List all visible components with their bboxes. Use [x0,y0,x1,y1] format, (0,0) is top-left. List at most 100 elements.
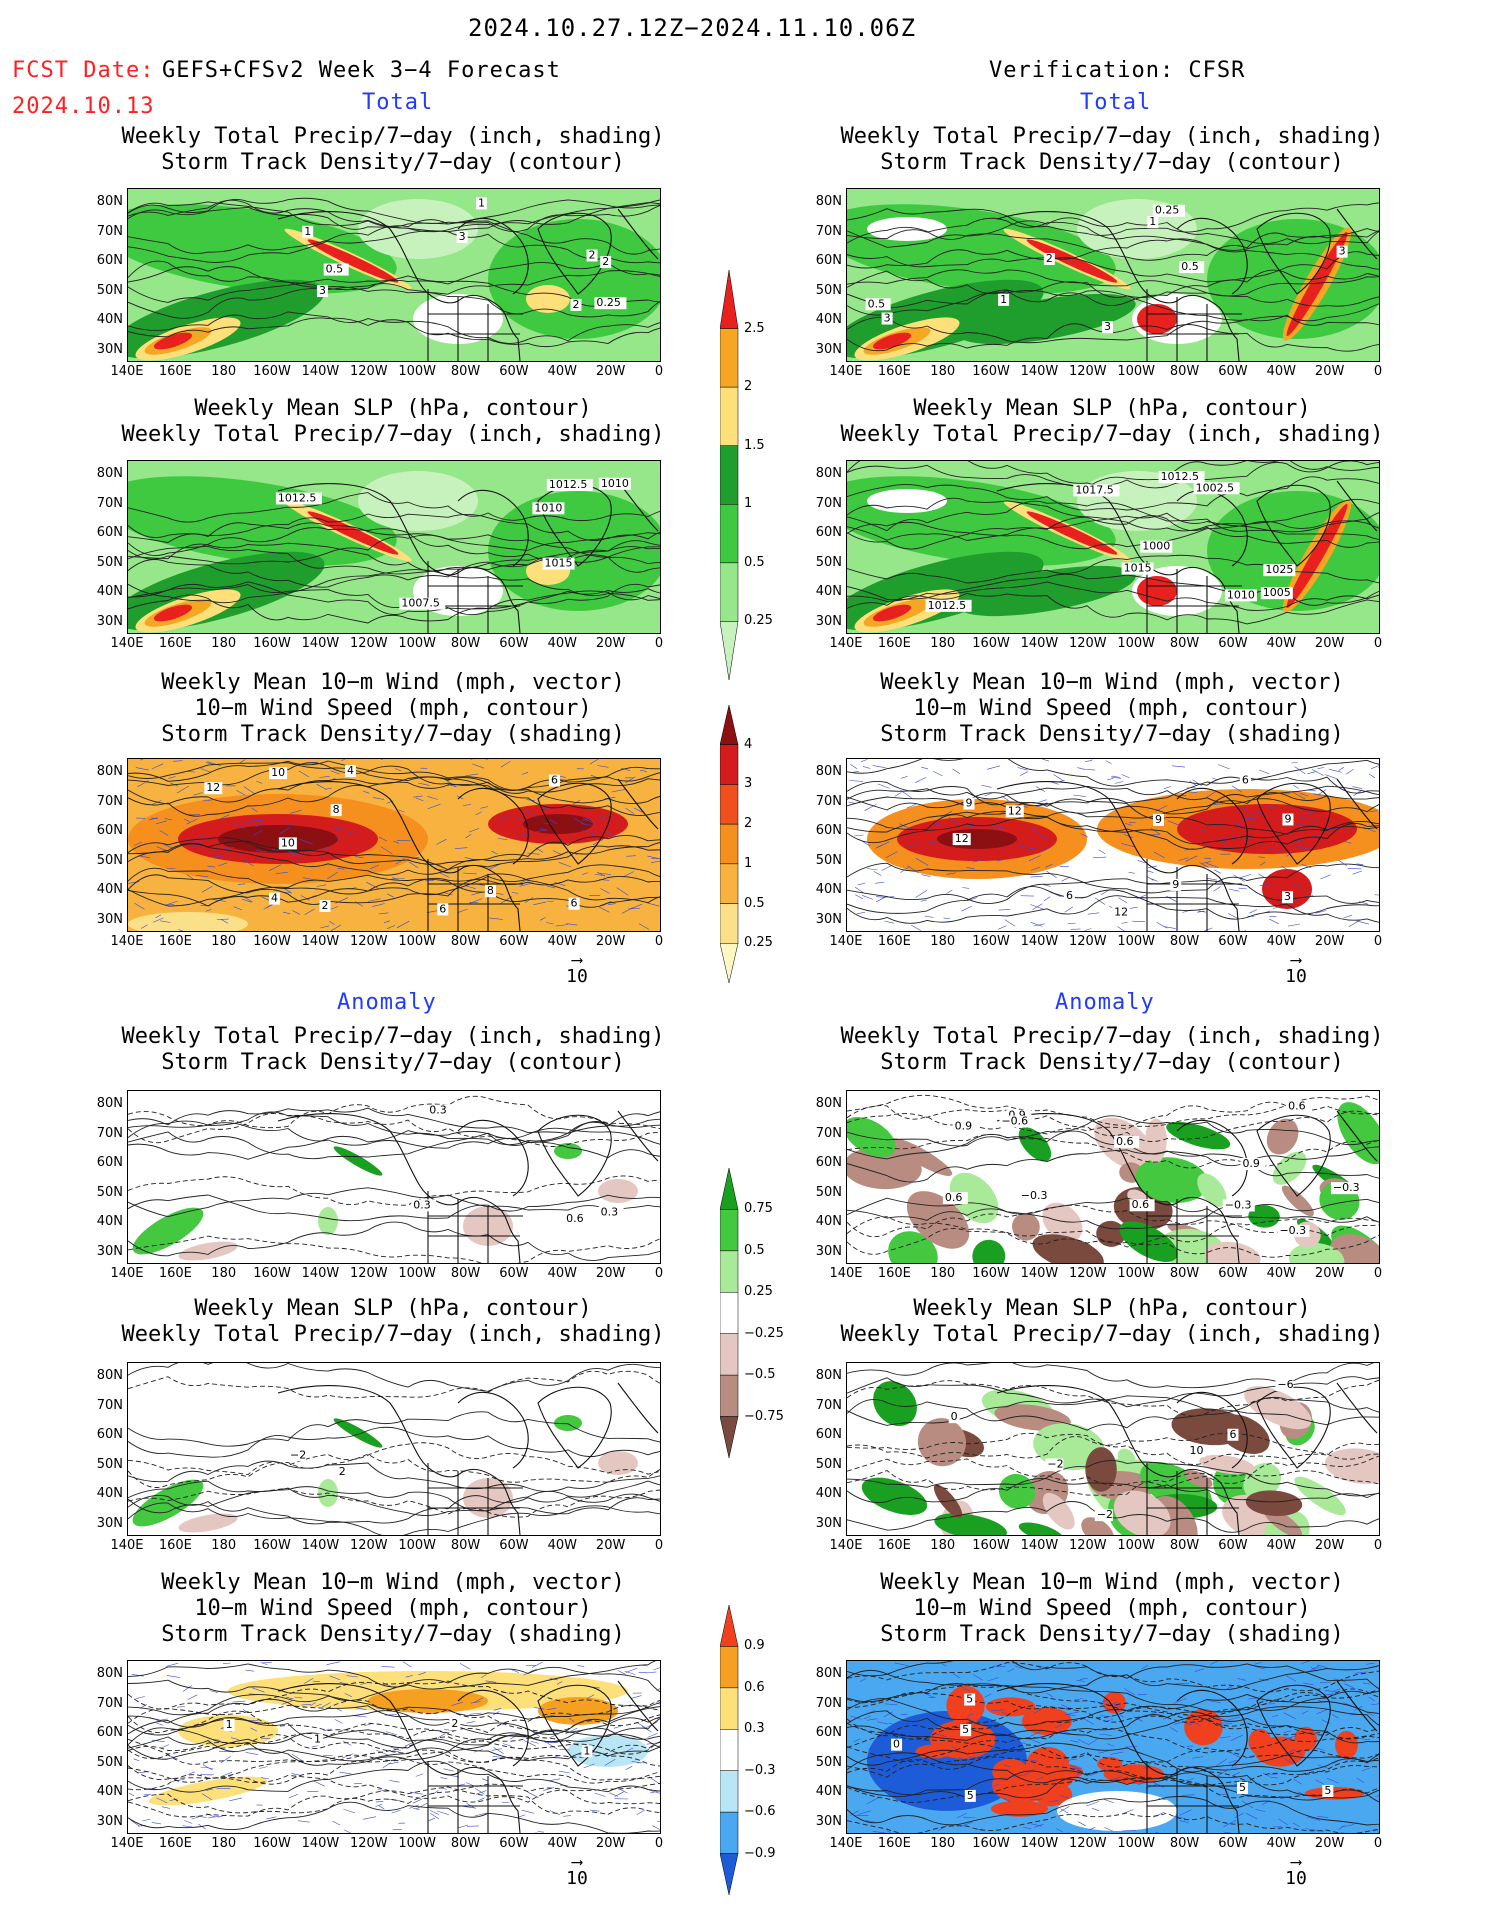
precip-area [1286,503,1348,609]
contour-label: 0.6 [566,1212,584,1225]
contour-line [847,862,1379,894]
wind-vector [167,900,178,905]
wind-vector [1150,1711,1158,1715]
wind-vector [574,818,586,825]
wind-vector [1241,806,1251,813]
contour-label-bg [960,1724,972,1737]
contour-line [847,1796,1379,1826]
wind-vector [537,1831,544,1833]
wind-vector [624,1670,636,1675]
lon-tick-label: 20W [1314,1836,1345,1851]
lat-tick-label: 80N [815,764,842,779]
wind-vector [1163,786,1171,790]
wind-vector [201,1793,212,1800]
lat-tick-label: 50N [96,1754,123,1770]
wind-vector [436,1810,449,1815]
lon-tick-label: 100W [1117,934,1155,949]
wind-vector [1226,1685,1233,1690]
wind-vector [443,1768,454,1772]
wind-vector [559,776,566,778]
wind-vector [530,1668,538,1672]
wind-vector [1110,1776,1122,1781]
wind-vector [987,765,1001,770]
wind-vector [332,1820,341,1826]
lon-tick-label: 40W [1266,1538,1296,1553]
wind-vector [341,759,346,762]
wind-vector [1073,794,1086,797]
contour-label: 3 [1284,890,1291,903]
wind-vector [1338,860,1348,867]
wind-vector [1037,799,1047,804]
contour-line [128,781,660,817]
wind-vector [160,920,171,923]
contour-line [128,569,660,604]
wind-vector [631,1761,642,1764]
wind-vector [1245,1754,1256,1759]
wind-vector [200,768,211,773]
lon-tick-label: 20W [1314,934,1345,949]
wind-vector [1147,876,1154,881]
wind-vector [877,783,890,789]
wind-vector [1319,1681,1331,1683]
wind-vector [645,1671,657,1674]
wind-vector [894,792,902,797]
contour-line [128,1502,660,1535]
wind-vector [135,767,149,771]
wind-vector [1089,1827,1096,1831]
contour-label-bg [865,298,891,311]
wind-vector [1303,809,1313,814]
lat-tick-label: 60N [815,253,842,268]
colorbar-swatch [720,943,739,984]
wind-vector [990,824,1002,829]
contour-line [128,762,660,791]
wind-vector [1244,930,1247,931]
wind-vector [657,1745,660,1747]
coastline [1256,212,1331,295]
wind-vector [237,883,246,885]
contour-line [128,1727,660,1762]
contour-label: 0.5 [1181,260,1199,273]
precip-area [358,471,478,531]
wind-vector [922,1691,935,1698]
wind-vector [284,888,292,893]
coastline [537,1684,612,1767]
contour-label-bg [269,767,288,780]
contour-label-bg [1260,587,1293,600]
wind-vector [1237,1678,1246,1681]
wind-vector [552,850,561,855]
wind-vector [172,1778,185,1782]
wind-vector [967,897,978,902]
wind-vector [1048,1800,1059,1803]
wind-vector [1112,775,1121,778]
colorbar-swatch [720,562,739,622]
contour-line [128,1112,660,1147]
precip-area [1026,511,1118,555]
wind-vector [1286,1735,1297,1739]
contour-label: 2 [589,249,596,262]
contour-label-bg [1187,1445,1206,1458]
wind-vector [568,1718,575,1723]
wind-vector [316,783,327,790]
lat-tick-label: 70N [96,1125,123,1141]
wind-vector [491,1748,502,1751]
wind-vector [1128,872,1135,874]
lon-tick-label: 60W [1218,636,1248,651]
wind-vector [242,898,252,903]
wind-vector [597,814,608,819]
wind-vector [1080,833,1088,838]
contour-line [847,476,1379,511]
wind-vector [962,887,970,889]
wind-vector [1150,828,1161,835]
wind-vector [1146,870,1154,873]
contour-label-bg [1193,482,1240,495]
wind-vector [1316,1815,1329,1818]
colorbar-swatch [720,386,739,446]
wind-vector [165,1662,179,1667]
wind-vector [207,761,221,766]
wind-vector [1059,1794,1069,1799]
wind-vector [212,855,227,858]
lat-tick-label: 30N [815,1515,842,1531]
wind-vector [611,789,626,793]
